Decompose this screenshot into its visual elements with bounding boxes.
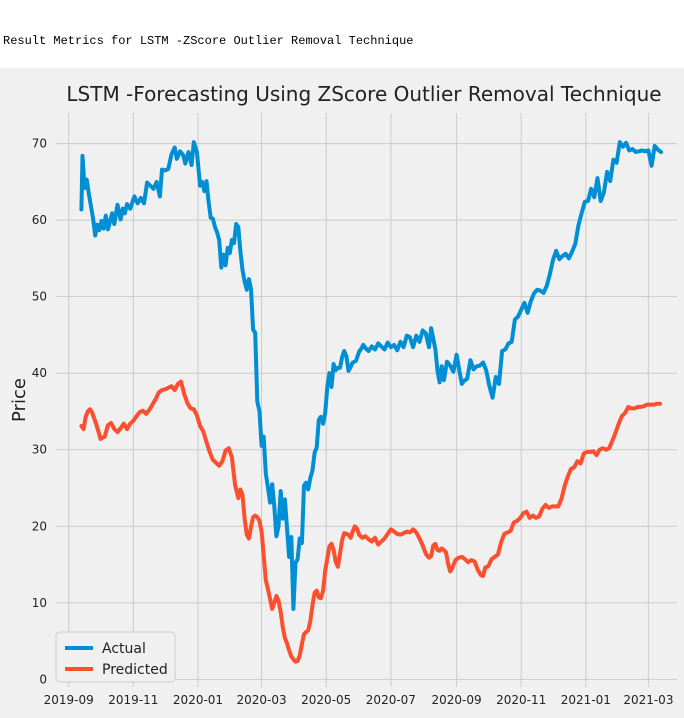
x-tick-label: 2020-01 <box>173 693 223 707</box>
legend: Actual Predicted <box>55 631 176 683</box>
y-axis-ticks: 0 10 20 30 40 50 60 70 <box>32 137 47 687</box>
x-tick-label: 2020-11 <box>496 693 546 707</box>
series-line-actual <box>79 140 664 611</box>
x-tick-label: 2021-03 <box>623 693 673 707</box>
x-tick-label: 2020-07 <box>366 693 416 707</box>
y-axis-label: Price <box>9 378 30 422</box>
y-tick-label: 60 <box>32 213 47 227</box>
metrics-heading: Result Metrics for LSTM -ZScore Outlier … <box>3 33 414 48</box>
series-layer <box>79 140 664 664</box>
x-tick-label: 2020-09 <box>432 693 482 707</box>
x-tick-label: 2021-01 <box>561 693 611 707</box>
y-tick-label: 40 <box>32 366 47 380</box>
grid <box>56 113 677 687</box>
x-axis-ticks: 2019-09 2019-11 2020-01 2020-03 2020-05 2020-… <box>44 693 674 707</box>
series-line-predicted <box>79 379 662 664</box>
y-tick-label: 70 <box>32 137 47 151</box>
y-tick-label: 0 <box>39 672 47 686</box>
y-tick-label: 30 <box>32 443 47 457</box>
x-tick-label: 2019-11 <box>108 693 158 707</box>
x-tick-label: 2020-05 <box>301 693 351 707</box>
figure-background <box>0 68 684 718</box>
y-tick-label: 50 <box>32 290 47 304</box>
y-tick-label: 20 <box>32 519 47 533</box>
x-tick-label: 2020-03 <box>237 693 287 707</box>
y-tick-label: 10 <box>32 596 47 610</box>
x-tick-label: 2019-09 <box>44 693 94 707</box>
legend-label-actual: Actual <box>102 641 146 657</box>
legend-label-predicted: Predicted <box>102 662 168 678</box>
chart-title: LSTM -Forecasting Using ZScore Outlier R… <box>66 82 661 106</box>
